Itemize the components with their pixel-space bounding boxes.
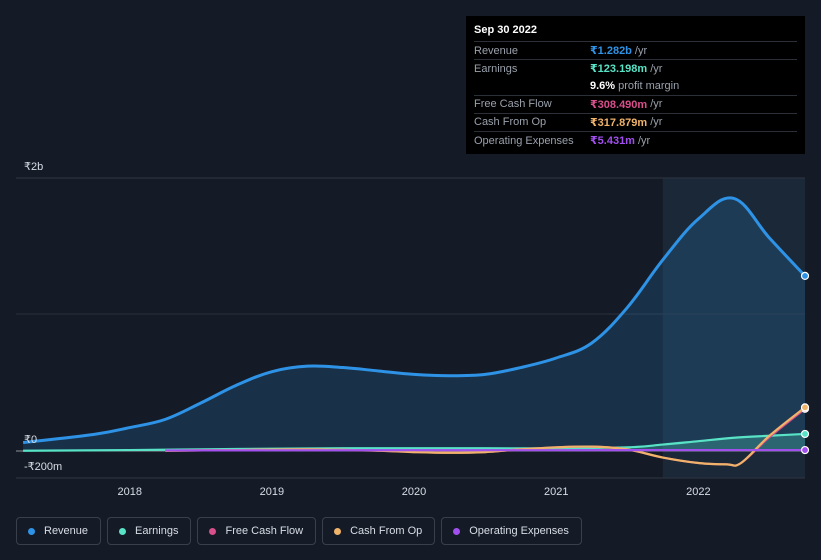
- operating-expenses-dot-icon: [453, 527, 461, 535]
- tooltip-unit: /yr: [634, 44, 648, 57]
- legend-label: Revenue: [44, 525, 89, 537]
- legend-label: Operating Expenses: [469, 525, 569, 537]
- profit-margin-value: 9.6%: [590, 79, 616, 92]
- legend-item-revenue[interactable]: Revenue: [16, 517, 102, 545]
- legend-item-free-cash-flow[interactable]: Free Cash Flow: [197, 517, 317, 545]
- tooltip-row-free-cash-flow: Free Cash Flow ₹308.490m /yr: [474, 94, 797, 113]
- cash-from-op-end-point: [800, 403, 810, 412]
- tooltip-label: Revenue: [474, 44, 519, 57]
- cash-from-op-dot-icon: [334, 527, 342, 535]
- operating-expenses-end-point: [800, 445, 810, 455]
- revenue-area: [23, 197, 806, 451]
- x-tick-label: 2019: [260, 486, 284, 498]
- x-tick-label: 2020: [402, 486, 426, 498]
- earnings-end-point: [800, 429, 810, 439]
- tooltip-row-revenue: Revenue ₹1.282b /yr: [474, 41, 797, 59]
- legend: Revenue Earnings Free Cash Flow Cash Fro…: [16, 517, 588, 545]
- tooltip-value: ₹123.198m: [590, 63, 648, 76]
- tooltip-panel: Sep 30 2022 Revenue ₹1.282b /yr Earnings…: [466, 16, 805, 154]
- revenue-dot-icon: [28, 527, 35, 535]
- free-cash-flow-dot-icon: [209, 527, 217, 535]
- x-axis-ticks: 2018 2019 2020 2021 2022: [117, 486, 710, 498]
- tooltip-value: ₹308.490m: [590, 98, 648, 111]
- tooltip-value: ₹5.431m: [590, 135, 635, 148]
- tooltip-value: ₹317.879m: [590, 116, 648, 129]
- legend-item-operating-expenses[interactable]: Operating Expenses: [441, 517, 582, 545]
- y-tick-zero: ₹0: [24, 434, 37, 446]
- revenue-end-point: [800, 271, 810, 281]
- series-layer: [22, 196, 810, 467]
- y-tick-top: ₹2b: [24, 161, 43, 173]
- tooltip-unit: /yr: [650, 98, 663, 111]
- tooltip-label: Operating Expenses: [474, 134, 574, 147]
- legend-label: Free Cash Flow: [225, 525, 304, 537]
- x-tick-label: 2018: [117, 486, 141, 498]
- earnings-dot-icon: [119, 527, 127, 535]
- tooltip-label: Cash From Op: [474, 116, 547, 129]
- legend-item-earnings[interactable]: Earnings: [107, 517, 192, 545]
- tooltip-unit: /yr: [637, 134, 651, 147]
- profit-margin-label: profit margin: [618, 79, 680, 92]
- tooltip-row-profit-margin: 9.6% profit margin: [474, 77, 797, 94]
- tooltip-unit: /yr: [650, 62, 663, 75]
- legend-item-cash-from-op[interactable]: Cash From Op: [322, 517, 436, 545]
- tooltip-row-cash-from-op: Cash From Op ₹317.879m /yr: [474, 112, 797, 131]
- tooltip-row-earnings: Earnings ₹123.198m /yr: [474, 59, 797, 77]
- revenue-line: [22, 196, 807, 445]
- legend-label: Cash From Op: [350, 525, 423, 537]
- x-tick-label: 2021: [544, 486, 568, 498]
- tooltip-unit: /yr: [650, 116, 663, 129]
- tooltip-label: Earnings: [474, 62, 518, 75]
- tooltip-date: Sep 30 2022: [474, 24, 537, 36]
- x-tick-label: 2022: [686, 486, 710, 498]
- tooltip-row-operating-expenses: Operating Expenses ₹5.431m /yr: [474, 130, 797, 149]
- tooltip-label: Free Cash Flow: [474, 98, 552, 111]
- y-tick-bottom: -₹200m: [24, 461, 62, 473]
- tooltip-value: ₹1.282b: [590, 45, 632, 58]
- legend-label: Earnings: [135, 525, 179, 537]
